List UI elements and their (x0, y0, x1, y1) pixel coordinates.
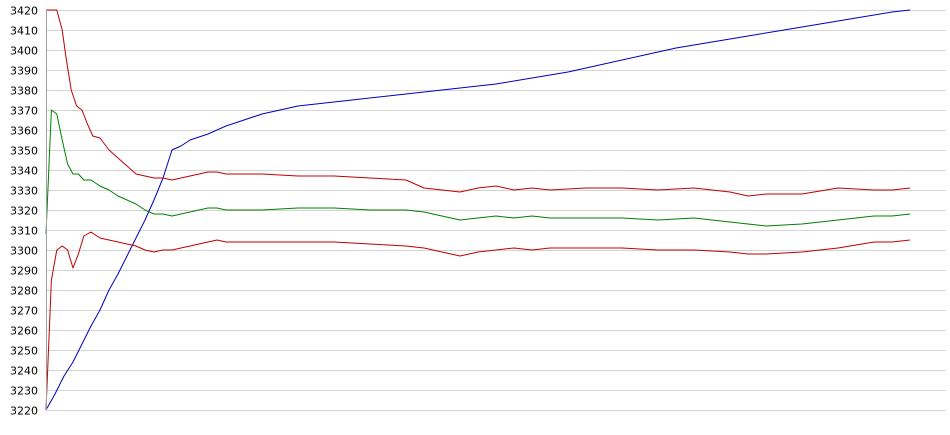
grid-layer (46, 10, 946, 411)
y-tick-label: 3230 (10, 385, 38, 398)
y-tick-label: 3330 (10, 185, 38, 198)
y-tick-label: 3290 (10, 265, 38, 278)
series-line-4 (45, 231, 911, 411)
y-tick-label: 3410 (10, 25, 38, 38)
y-tick-label: 3340 (10, 165, 38, 178)
series-layer (45, 9, 911, 411)
y-tick-label: 3420 (10, 5, 38, 18)
series-line-1 (45, 9, 911, 411)
y-tick-label: 3370 (10, 105, 38, 118)
y-tick-label: 3240 (10, 365, 38, 378)
y-tick-label: 3300 (10, 245, 38, 258)
series-line-2 (46, 9, 911, 197)
y-tick-label: 3270 (10, 305, 38, 318)
y-tick-label: 3320 (10, 205, 38, 218)
y-tick-label: 3310 (10, 225, 38, 238)
y-tick-label: 3380 (10, 85, 38, 98)
series-line-3 (45, 109, 911, 235)
y-tick-label: 3390 (10, 65, 38, 78)
y-tick-labels: 3220 3230 3240 3250 3260 3270 3280 3290 3300 3310… (10, 5, 38, 418)
y-tick-label: 3400 (10, 45, 38, 58)
y-tick-label: 3260 (10, 325, 38, 338)
y-tick-label: 3220 (10, 405, 38, 418)
y-tick-label: 3360 (10, 125, 38, 138)
y-tick-label: 3250 (10, 345, 38, 358)
y-tick-label: 3280 (10, 285, 38, 298)
y-tick-label: 3350 (10, 145, 38, 158)
